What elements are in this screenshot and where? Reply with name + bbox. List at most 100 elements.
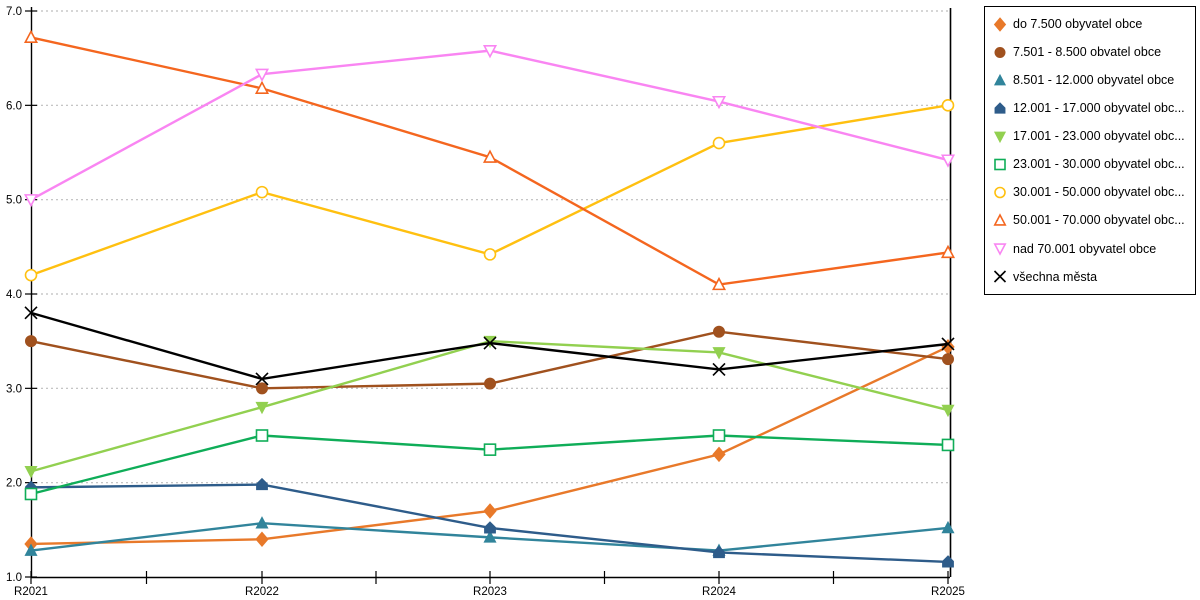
x-marker-icon <box>712 362 726 377</box>
triangle-down-marker-icon <box>254 68 270 82</box>
triangle-down-marker-icon <box>712 347 726 360</box>
legend-item-label: nad 70.001 obyvatel obce <box>1013 241 1157 256</box>
legend-item: 30.001 - 50.000 obyvatel obc... <box>992 185 1191 200</box>
legend-item-label: 8.501 - 12.000 obyvatel obce <box>1013 72 1175 87</box>
series-23-001-30-000-obyvatel-obc- <box>24 429 955 501</box>
triangle-down-marker-icon <box>483 335 497 349</box>
pentagon-marker-icon <box>484 521 496 534</box>
legend-item: 23.001 - 30.000 obyvatel obc... <box>992 157 1191 172</box>
circle-marker-icon <box>712 136 726 150</box>
pentagon-marker-icon <box>256 477 268 491</box>
x-tick-label: R2024 <box>702 586 736 598</box>
diamond-marker-icon <box>941 339 955 355</box>
legend-item: 7.501 - 8.500 obvatel obce <box>992 45 1191 60</box>
triangle-up-marker-icon <box>940 244 956 259</box>
circle-marker-icon <box>255 185 269 199</box>
y-tick-label: 6.0 <box>6 100 22 112</box>
square-marker-icon <box>255 429 269 442</box>
square-marker-icon <box>712 429 726 442</box>
triangle-down-marker-icon <box>23 194 39 208</box>
legend-marker <box>993 73 1007 86</box>
series-7-501-8-500-obvatel-obce <box>25 325 954 395</box>
legend-marker <box>994 158 1006 171</box>
x-marker-icon <box>483 336 497 350</box>
triangle-up-marker-icon <box>255 516 269 529</box>
y-tick-label: 4.0 <box>6 289 22 301</box>
legend-marker <box>994 46 1006 58</box>
legend-item: 12.001 - 17.000 obyvatel obc... <box>992 101 1191 116</box>
series-nad-70-001-obyvatel-obce <box>23 45 956 208</box>
triangle-up-marker-icon <box>482 149 498 163</box>
triangle-down-marker-icon <box>711 95 727 110</box>
triangle-down-marker-icon <box>255 401 269 415</box>
square-marker-icon <box>483 443 497 456</box>
x-tick-label: R2025 <box>931 586 965 598</box>
legend-item-label: 50.001 - 70.000 obyvatel obc... <box>1013 213 1185 228</box>
legend-item-label: 30.001 - 50.000 obyvatel obc... <box>1013 185 1185 200</box>
legend-marker <box>993 243 1007 257</box>
legend-item-label: 7.501 - 8.500 obvatel obce <box>1013 44 1162 59</box>
triangle-up-marker-icon <box>993 73 1007 86</box>
diamond-marker-icon <box>255 531 269 548</box>
x-marker-icon <box>255 372 269 386</box>
legend-marker <box>993 213 1007 226</box>
square-marker-icon <box>24 487 38 501</box>
diamond-marker-icon <box>712 446 726 463</box>
x-tick-label: R2023 <box>473 586 507 598</box>
circle-marker-icon <box>994 186 1006 199</box>
legend-marker <box>993 16 1007 32</box>
x-marker-icon <box>993 270 1007 283</box>
series-line <box>30 49 949 201</box>
triangle-down-marker-icon <box>24 466 38 479</box>
series-do-7-500-obyvatel-obce <box>24 339 955 552</box>
y-tick-label: 5.0 <box>6 195 22 207</box>
series-17-001-23-000-obyvatel-obc- <box>24 335 955 479</box>
legend-item-label: 23.001 - 30.000 obyvatel obc... <box>1013 157 1185 172</box>
pentagon-marker-icon <box>994 102 1006 114</box>
circle-marker-icon <box>941 99 955 112</box>
triangle-up-marker-icon <box>23 29 39 44</box>
triangle-up-marker-icon <box>993 213 1007 226</box>
chart-legend: do 7.500 obyvatel obce 7.501 - 8.500 obva… <box>984 6 1196 295</box>
square-marker-icon <box>994 158 1006 171</box>
legend-marker <box>993 131 1007 143</box>
pentagon-marker-icon <box>942 555 954 568</box>
series-v-echna-m-sta <box>24 306 955 386</box>
triangle-down-marker-icon <box>940 154 956 168</box>
square-marker-icon <box>941 438 955 452</box>
triangle-down-marker-icon <box>941 404 955 418</box>
circle-marker-icon <box>484 377 496 390</box>
x-tick-label: R2021 <box>14 586 48 598</box>
triangle-up-marker-icon <box>711 276 727 291</box>
legend-item: 17.001 - 23.000 obyvatel obc... <box>992 129 1191 144</box>
x-marker-icon <box>941 337 955 351</box>
legend-marker <box>994 102 1006 114</box>
legend-item-label: do 7.500 obyvatel obce <box>1013 16 1143 31</box>
y-tick-label: 7.0 <box>6 6 22 18</box>
legend-item-label: 12.001 - 17.000 obyvatel obc... <box>1013 101 1185 116</box>
legend-marker <box>993 270 1007 283</box>
legend-item: nad 70.001 obyvatel obce <box>992 241 1191 257</box>
circle-marker-icon <box>942 353 954 366</box>
x-marker-icon <box>24 306 38 320</box>
diamond-marker-icon <box>483 503 497 519</box>
circle-marker-icon <box>256 382 268 395</box>
legend-item: 50.001 - 70.000 obyvatel obc... <box>992 213 1191 228</box>
pentagon-marker-icon <box>713 545 725 559</box>
y-tick-label: 3.0 <box>6 383 22 395</box>
legend-item: 8.501 - 12.000 obyvatel obce <box>992 73 1191 88</box>
triangle-down-marker-icon <box>482 45 498 59</box>
legend-item-label: všechna města <box>1013 269 1098 284</box>
circle-marker-icon <box>24 268 38 282</box>
triangle-down-marker-icon <box>993 131 1007 143</box>
triangle-up-marker-icon <box>24 543 38 556</box>
series-30-001-50-000-obyvatel-obc- <box>24 99 955 282</box>
series-12-001-17-000-obyvatel-obc- <box>25 477 954 568</box>
circle-marker-icon <box>994 46 1006 58</box>
triangle-up-marker-icon <box>483 530 497 543</box>
triangle-down-marker-icon <box>993 243 1007 257</box>
legend-item: do 7.500 obyvatel obce <box>992 16 1191 32</box>
legend-item: všechna města <box>992 269 1191 284</box>
diamond-marker-icon <box>993 16 1007 32</box>
